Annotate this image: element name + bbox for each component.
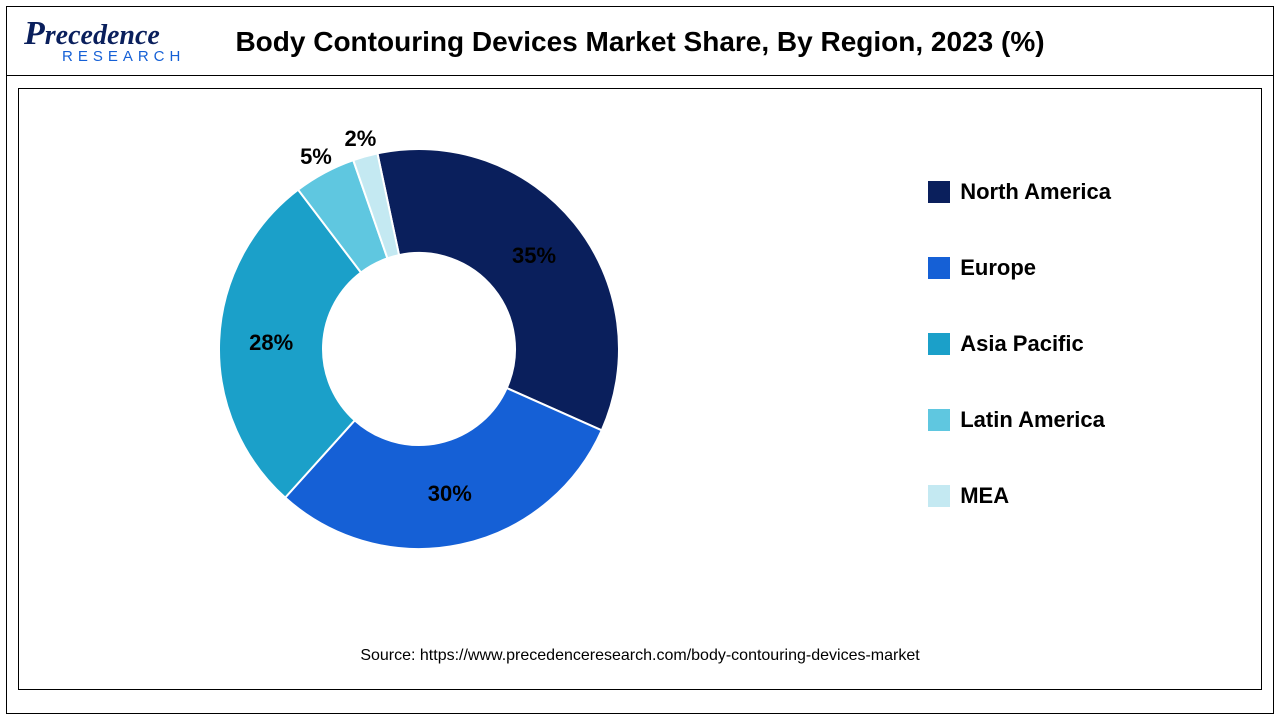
source-url: https://www.precedenceresearch.com/body-…	[420, 647, 920, 664]
legend-swatch	[928, 485, 950, 507]
legend-item: Europe	[928, 255, 1111, 281]
source-line: Source: https://www.precedenceresearch.c…	[19, 647, 1261, 665]
chart-body: 35% 30% 28% 5% 2% North America Europe Asia Pa…	[18, 88, 1262, 690]
legend-label: North America	[960, 179, 1111, 205]
legend-item: Asia Pacific	[928, 331, 1111, 357]
slice-label: 2%	[344, 126, 376, 152]
source-prefix: Source:	[360, 647, 420, 664]
header-row: Precedence RESEARCH Body Contouring Devi…	[6, 6, 1274, 76]
slice-label: 5%	[300, 144, 332, 170]
chart-title: Body Contouring Devices Market Share, By…	[6, 26, 1274, 58]
legend-item: MEA	[928, 483, 1111, 509]
slice-label: 30%	[428, 481, 472, 507]
legend-label: Europe	[960, 255, 1036, 281]
legend: North America Europe Asia Pacific Latin Ame…	[928, 179, 1111, 509]
donut-chart: 35%30%28%5%2%	[219, 149, 619, 549]
legend-swatch	[928, 181, 950, 203]
slice-label: 35%	[512, 243, 556, 269]
legend-label: Asia Pacific	[960, 331, 1084, 357]
legend-swatch	[928, 257, 950, 279]
legend-swatch	[928, 409, 950, 431]
legend-item: North America	[928, 179, 1111, 205]
legend-swatch	[928, 333, 950, 355]
legend-label: Latin America	[960, 407, 1105, 433]
legend-label: MEA	[960, 483, 1009, 509]
slice-label: 28%	[249, 330, 293, 356]
legend-item: Latin America	[928, 407, 1111, 433]
donut-slice	[377, 149, 619, 430]
